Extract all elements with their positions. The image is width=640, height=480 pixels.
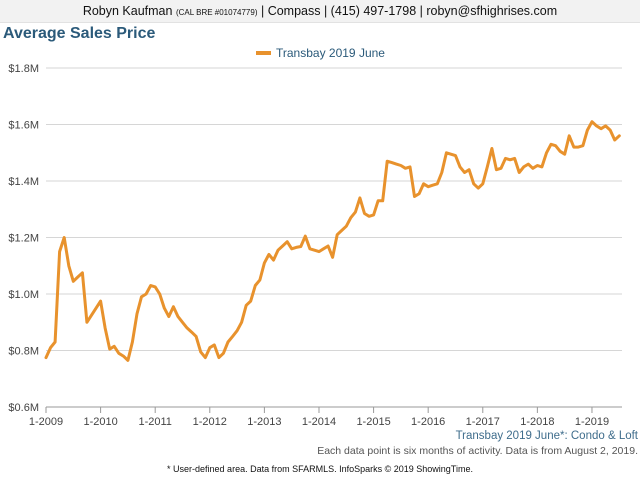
y-tick-label: $1.2M [8, 233, 39, 245]
x-tick-label: 1-2017 [466, 416, 500, 428]
y-tick-label: $1.0M [8, 289, 39, 301]
x-tick-label: 1-2018 [520, 416, 554, 428]
y-tick-label: $1.6M [8, 120, 39, 132]
x-tick-label: 1-2009 [29, 416, 63, 428]
y-tick-label: $1.4M [8, 176, 39, 188]
y-tick-label: $0.6M [8, 402, 39, 414]
area-caption: Transbay 2019 June*: Condo & Loft [455, 430, 638, 442]
x-tick-label: 1-2013 [247, 416, 281, 428]
agent-name: Robyn Kaufman [82, 4, 173, 18]
x-tick-label: 1-2016 [411, 416, 445, 428]
y-tick-label: $1.8M [8, 63, 39, 75]
footer-note: * User-defined area. Data from SFARMLS. … [167, 464, 473, 474]
x-tick-label: 1-2012 [193, 416, 227, 428]
chart-title: Average Sales Price [3, 25, 156, 42]
legend-label: Transbay 2019 June [276, 46, 385, 60]
x-tick-label: 1-2014 [302, 416, 336, 428]
x-tick-label: 1-2010 [83, 416, 117, 428]
agent-header-bar: Robyn Kaufman (CAL BRE #01074779) | Comp… [0, 0, 640, 23]
y-tick-label: $0.8M [8, 346, 39, 358]
x-tick-label: 1-2015 [356, 416, 390, 428]
x-tick-label: 1-2011 [138, 416, 171, 428]
agent-license: (CAL BRE #01074779) [175, 8, 258, 17]
x-tick-label: 1-2019 [575, 416, 609, 428]
agent-contact: | Compass | (415) 497-1798 | robyn@sfhig… [260, 4, 558, 18]
series-line-transbay [44, 120, 621, 362]
data-note-caption: Each data point is six months of activit… [317, 445, 638, 457]
